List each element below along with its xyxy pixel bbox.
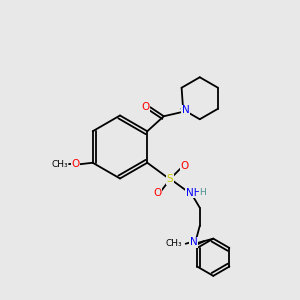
Text: NH: NH xyxy=(186,188,201,198)
Text: S: S xyxy=(167,174,173,184)
Text: H: H xyxy=(199,188,206,197)
Text: O: O xyxy=(142,102,150,112)
Text: CH₃: CH₃ xyxy=(51,160,68,169)
Text: O: O xyxy=(154,188,162,198)
Text: O: O xyxy=(71,159,80,169)
Text: N: N xyxy=(190,237,198,247)
Text: CH₃: CH₃ xyxy=(166,239,183,248)
Text: O: O xyxy=(181,161,189,171)
Text: N: N xyxy=(182,105,189,115)
